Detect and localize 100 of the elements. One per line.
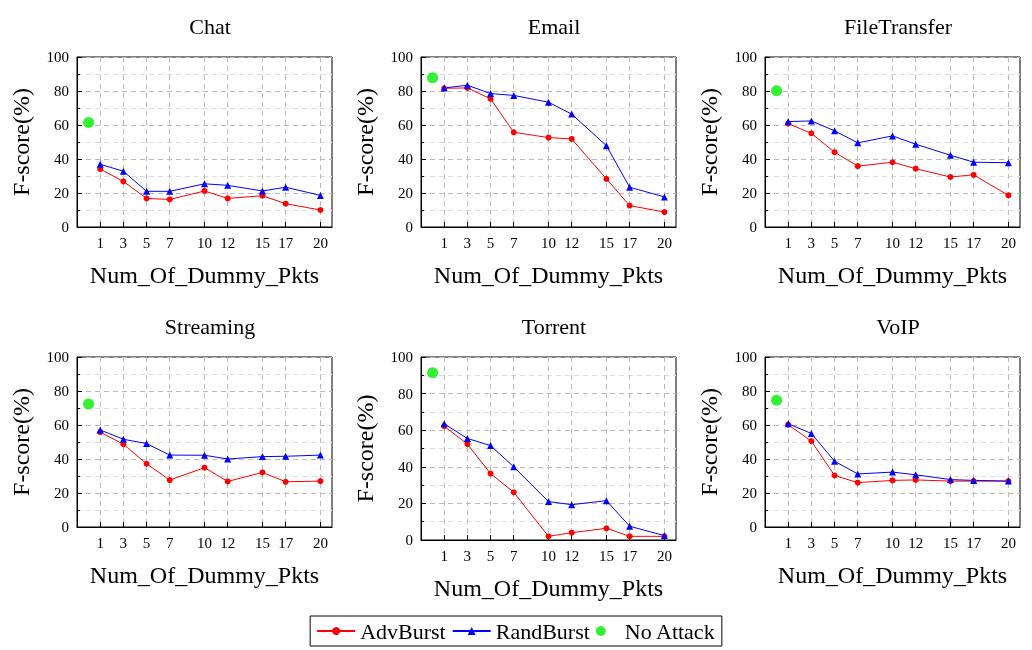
x-tick-label: 5 — [830, 534, 839, 551]
x-axis-title: Num_Of_Dummy_Pkts — [777, 262, 1008, 288]
x-tick-label: 17 — [966, 534, 982, 551]
y-tick-label: 40 — [54, 151, 69, 167]
x-tick-label: 7 — [165, 234, 174, 251]
y-tick-label: 80 — [742, 83, 757, 99]
y-tick-label: 80 — [742, 383, 757, 399]
y-axis-title: F-score(%) — [8, 88, 34, 196]
x-axis-title: Num_Of_Dummy_Pkts — [433, 262, 664, 288]
x-tick-label: 20 — [656, 234, 672, 251]
y-tick-label: 0 — [749, 219, 757, 235]
x-tick-label: 17 — [622, 234, 638, 251]
y-axis-title: F-score(%) — [696, 388, 722, 496]
x-tick-label: 1 — [784, 234, 792, 251]
x-tick-label: 12 — [908, 534, 924, 551]
y-tick-label: 100 — [46, 49, 69, 65]
x-tick-label: 20 — [1000, 234, 1016, 251]
x-tick-label: 17 — [278, 234, 294, 251]
x-tick-label: 10 — [885, 234, 900, 251]
y-tick-label: 40 — [742, 451, 757, 467]
y-tick-label: 0 — [61, 519, 69, 535]
y-tick-label: 100 — [734, 349, 757, 365]
y-tick-label: 60 — [54, 417, 69, 433]
y-tick-label: 100 — [390, 49, 413, 65]
x-tick-label: 10 — [197, 234, 212, 251]
legend-label: RandBurst — [495, 618, 590, 644]
x-tick-label: 1 — [440, 547, 448, 564]
x-tick-label: 1 — [784, 534, 792, 551]
x-tick-label: 3 — [119, 234, 128, 251]
y-tick-label: 100 — [46, 349, 69, 365]
chart-title: Torrent — [521, 313, 587, 339]
y-tick-label: 40 — [398, 151, 413, 167]
y-tick-label: 20 — [398, 185, 413, 201]
y-tick-label: 20 — [54, 485, 69, 501]
x-tick-label: 10 — [885, 534, 900, 551]
x-tick-label: 17 — [966, 234, 982, 251]
chart-title: Chat — [189, 13, 231, 39]
y-tick-label: 40 — [742, 151, 757, 167]
x-tick-label: 3 — [807, 234, 816, 251]
y-axis-title: F-score(%) — [8, 388, 34, 496]
x-tick-label: 20 — [656, 547, 672, 564]
x-tick-label: 20 — [312, 234, 328, 251]
chart-title: Email — [527, 13, 581, 39]
x-tick-label: 10 — [541, 547, 556, 564]
x-tick-label: 12 — [908, 234, 924, 251]
x-tick-label: 5 — [486, 234, 495, 251]
x-tick-label: 10 — [541, 234, 556, 251]
y-tick-label: 100 — [390, 349, 413, 365]
x-tick-label: 7 — [853, 234, 862, 251]
x-tick-label: 17 — [622, 547, 638, 564]
y-tick-label: 0 — [405, 219, 413, 235]
x-axis-title: Num_Of_Dummy_Pkts — [433, 575, 664, 601]
x-tick-label: 3 — [807, 534, 816, 551]
x-axis-title: Num_Of_Dummy_Pkts — [777, 562, 1008, 588]
y-tick-label: 60 — [398, 117, 413, 133]
x-tick-label: 12 — [564, 234, 580, 251]
y-tick-label: 80 — [398, 83, 413, 99]
x-tick-label: 1 — [96, 534, 104, 551]
y-tick-label: 60 — [398, 422, 413, 439]
x-tick-label: 20 — [1000, 534, 1016, 551]
x-tick-label: 1 — [440, 234, 448, 251]
y-tick-label: 20 — [54, 185, 69, 201]
y-tick-label: 80 — [54, 83, 69, 99]
y-tick-label: 80 — [54, 383, 69, 399]
x-tick-label: 12 — [220, 234, 236, 251]
y-tick-label: 60 — [742, 417, 757, 433]
x-tick-label: 5 — [486, 547, 495, 564]
y-tick-label: 20 — [742, 185, 757, 201]
y-tick-label: 40 — [398, 458, 413, 475]
y-axis-title: F-score(%) — [696, 88, 722, 196]
x-tick-label: 1 — [96, 234, 104, 251]
y-axis-title: F-score(%) — [352, 88, 378, 196]
y-tick-label: 20 — [742, 485, 757, 501]
x-tick-label: 17 — [278, 534, 294, 551]
x-tick-label: 5 — [142, 234, 151, 251]
y-tick-label: 20 — [398, 495, 413, 512]
x-tick-label: 15 — [942, 234, 958, 251]
y-tick-label: 100 — [734, 49, 757, 65]
x-tick-label: 7 — [509, 547, 518, 564]
y-tick-label: 0 — [405, 532, 413, 548]
x-tick-label: 20 — [312, 534, 328, 551]
x-tick-label: 7 — [509, 234, 518, 251]
y-tick-label: 40 — [54, 451, 69, 467]
y-tick-label: 60 — [742, 117, 757, 133]
x-tick-label: 7 — [853, 534, 862, 551]
x-tick-label: 10 — [197, 534, 212, 551]
y-tick-label: 0 — [61, 219, 69, 235]
x-tick-label: 3 — [463, 547, 472, 564]
y-axis-title: F-score(%) — [352, 394, 378, 503]
x-tick-label: 15 — [254, 534, 270, 551]
x-tick-label: 5 — [142, 534, 151, 551]
chart-title: FileTransfer — [844, 13, 953, 39]
legend-label: AdvBurst — [360, 618, 446, 644]
x-tick-label: 12 — [564, 547, 580, 564]
x-tick-label: 12 — [220, 534, 236, 551]
x-axis-title: Num_Of_Dummy_Pkts — [89, 262, 320, 288]
x-axis-title: Num_Of_Dummy_Pkts — [89, 562, 320, 588]
x-tick-label: 15 — [598, 547, 614, 564]
x-tick-label: 3 — [119, 534, 128, 551]
x-tick-label: 15 — [254, 234, 270, 251]
